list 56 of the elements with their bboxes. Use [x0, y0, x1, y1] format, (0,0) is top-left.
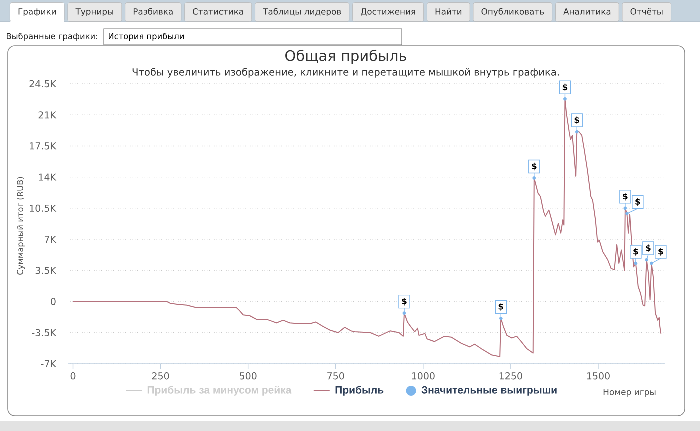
x-tick-label: 750 [328, 372, 344, 380]
x-tick-label: 500 [240, 372, 257, 380]
text: Турниры [76, 8, 114, 17]
x-tick-label: 1000 [412, 372, 435, 380]
y-tick-label: 24.5K [30, 80, 57, 88]
point [624, 206, 628, 210]
text: Графики [18, 8, 56, 17]
point [402, 312, 406, 316]
data-label: $ [532, 162, 537, 171]
x-axis-title: Номер игры [604, 389, 656, 397]
point [575, 130, 579, 134]
text: Достижения [361, 8, 416, 16]
text: Найти [436, 8, 462, 15]
data-label: $ [636, 198, 640, 206]
y-tick-label: 21K [38, 112, 57, 119]
y-tick-label: 0 [51, 298, 56, 306]
x-tick-label: 1500 [587, 372, 610, 380]
data-label: $ [658, 248, 664, 256]
data-label: $ [562, 84, 568, 92]
point [650, 262, 654, 266]
y-tick-label: 14K [39, 174, 57, 181]
point [645, 258, 649, 262]
data-label: $ [498, 303, 504, 312]
point [499, 316, 503, 320]
legend-label: Прибыль [336, 386, 384, 396]
y-tick-label: -7K [41, 360, 57, 368]
text: Выбранные графики: [7, 32, 98, 42]
point [634, 262, 638, 266]
y-tick-label: 7K [44, 236, 57, 244]
text: Отчёты [630, 8, 663, 15]
x-tick-label: 0 [70, 372, 76, 380]
y-tick-label: 10.5K [30, 204, 57, 212]
x-tick-label: 250 [152, 372, 170, 380]
y-tick-label: -3.5K [32, 329, 57, 336]
text: Аналитика [564, 8, 611, 15]
point [625, 212, 629, 216]
data-label: $ [634, 248, 638, 256]
point [532, 176, 536, 180]
data-label: $ [574, 116, 580, 124]
text: Статистика [193, 8, 244, 15]
chart-title: Общая прибыль [286, 50, 406, 64]
point [564, 97, 567, 101]
y-tick-label: 3.5K [36, 267, 57, 274]
text: Разбивка [134, 8, 173, 15]
y-tick-label: 17.5K [30, 142, 57, 150]
text: История прибыли [109, 32, 184, 42]
chart-subtitle: Чтобы увеличить изображение, кликните и перетащите мышкой внутрь графика. [132, 68, 559, 78]
text: Опубликовать [482, 8, 544, 17]
data-label: $ [402, 298, 407, 306]
line-series [72, 98, 662, 358]
y-axis-title: Суммарный итог (RUB) [17, 177, 25, 275]
legend-label: Значительные выигрыши [422, 386, 557, 396]
data-label: $ [646, 244, 651, 252]
data-label: $ [623, 193, 628, 201]
x-tick-label: 1250 [500, 372, 522, 380]
text: Таблицы лидеров [263, 8, 342, 17]
